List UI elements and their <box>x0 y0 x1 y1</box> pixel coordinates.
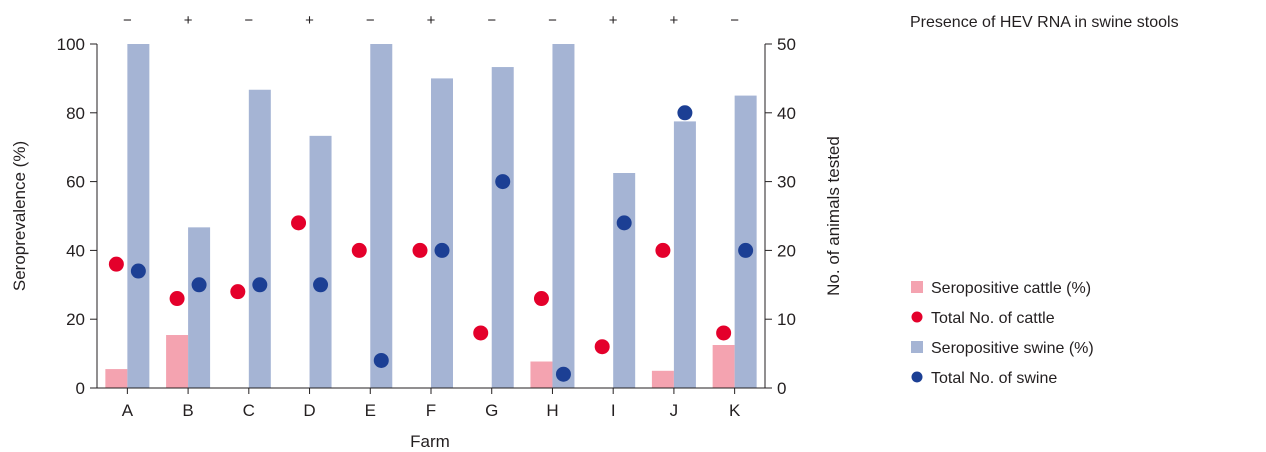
cattle-bar <box>105 369 128 388</box>
bars <box>105 44 757 389</box>
swine-count-point <box>313 277 329 293</box>
cattle-count-point <box>533 291 549 307</box>
cattle-count-point <box>230 284 246 300</box>
legend: Seropositive cattle (%) Total No. of catt… <box>911 280 1094 387</box>
swine-bar <box>248 89 271 388</box>
cattle-bar <box>166 335 189 388</box>
hev-rna-sign: − <box>123 12 132 29</box>
hev-rna-signs: − + − + − + − − + + − <box>123 12 739 29</box>
swine-count-point <box>252 277 268 293</box>
x-tick-label: J <box>670 401 679 420</box>
legend-marker <box>911 311 923 323</box>
swine-count-point <box>738 242 754 258</box>
swine-count-point <box>555 366 571 382</box>
y2-tick-label: 40 <box>777 104 796 123</box>
swine-count-point <box>191 277 207 293</box>
x-tick-label: D <box>303 401 315 420</box>
cattle-count-point <box>655 242 671 258</box>
hev-rna-sign: − <box>487 12 496 29</box>
hev-rna-sign: − <box>244 12 253 29</box>
hev-rna-title: Presence of HEV RNA in swine stools <box>910 14 1179 31</box>
cattle-count-point <box>594 339 610 355</box>
hev-rna-sign: + <box>609 12 618 29</box>
swine-count-point <box>373 352 389 368</box>
hev-rna-sign: − <box>548 12 557 29</box>
hev-rna-sign: + <box>184 12 193 29</box>
x-tick-label: F <box>426 401 436 420</box>
y-tick-label: 100 <box>57 35 85 54</box>
swine-bar <box>613 173 636 388</box>
y-tick-label: 20 <box>66 310 85 329</box>
axes: 0 20 40 60 80 100 0 10 20 30 40 50 A B C D E F G H I J K <box>57 35 796 420</box>
y2-axis-title: No. of animals tested <box>824 136 843 296</box>
hev-rna-sign: − <box>730 12 739 29</box>
y-axis-title: Seroprevalence (%) <box>10 141 29 291</box>
swine-bar <box>188 227 211 388</box>
x-tick-label: A <box>122 401 134 420</box>
cattle-bar <box>530 361 553 388</box>
legend-swatch <box>911 341 923 353</box>
cattle-count-point <box>169 291 185 307</box>
y-tick-label: 0 <box>76 379 85 398</box>
swine-bar <box>431 78 453 389</box>
x-tick-label: E <box>365 401 376 420</box>
swine-count-point <box>677 105 693 121</box>
y2-tick-label: 10 <box>777 310 796 329</box>
cattle-count-point <box>108 256 124 272</box>
x-tick-label: G <box>485 401 498 420</box>
legend-swatch <box>911 281 923 293</box>
legend-label: Seropositive swine (%) <box>931 340 1094 357</box>
cattle-count-point <box>473 325 489 341</box>
swine-bar <box>127 44 150 388</box>
y-tick-label: 60 <box>66 173 85 192</box>
x-tick-label: H <box>546 401 558 420</box>
swine-bar <box>370 44 393 388</box>
swine-count-point <box>434 242 450 258</box>
hev-rna-sign: + <box>670 12 679 29</box>
legend-marker <box>911 371 923 383</box>
y-tick-label: 80 <box>66 104 85 123</box>
cattle-count-point <box>412 242 428 258</box>
x-tick-label: C <box>243 401 255 420</box>
x-tick-label: I <box>611 401 616 420</box>
cattle-count-point <box>351 242 367 258</box>
cattle-bar <box>712 345 735 388</box>
y2-tick-label: 30 <box>777 173 796 192</box>
swine-count-point <box>495 174 511 190</box>
swine-bar <box>309 135 332 388</box>
swine-bar <box>673 121 696 389</box>
legend-label: Total No. of swine <box>931 370 1057 387</box>
hev-rna-sign: + <box>305 12 314 29</box>
hev-rna-sign: + <box>427 12 436 29</box>
swine-bar <box>552 44 575 388</box>
x-tick-label: B <box>182 401 193 420</box>
y2-tick-label: 20 <box>777 241 796 260</box>
y2-tick-label: 0 <box>777 379 786 398</box>
y-tick-label: 40 <box>66 241 85 260</box>
swine-bar <box>734 95 757 388</box>
swine-bar <box>491 67 514 388</box>
cattle-bar <box>651 370 674 388</box>
x-axis-title: Farm <box>410 432 450 451</box>
y2-tick-label: 50 <box>777 35 796 54</box>
cattle-count-point <box>716 325 732 341</box>
legend-label: Total No. of cattle <box>931 310 1055 327</box>
swine-count-point <box>616 215 632 231</box>
x-tick-label: K <box>729 401 741 420</box>
legend-label: Seropositive cattle (%) <box>931 280 1091 297</box>
hev-rna-sign: − <box>366 12 375 29</box>
cattle-count-point <box>291 215 307 231</box>
swine-count-point <box>130 263 146 279</box>
dots <box>108 105 754 382</box>
